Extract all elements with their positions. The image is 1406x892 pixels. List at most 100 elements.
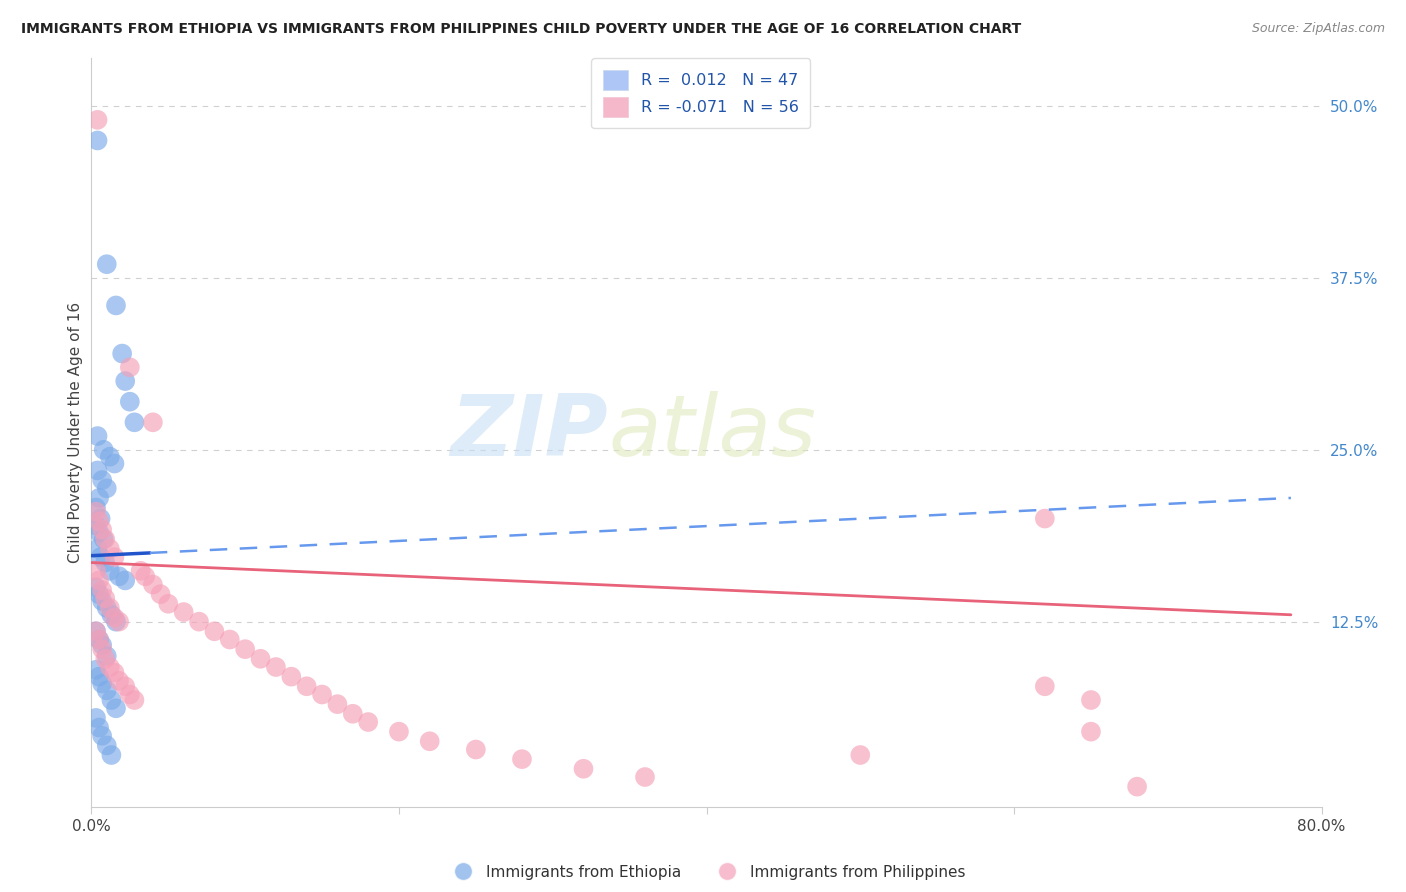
- Point: [91, 523, 114, 537]
- Point: [93, 442, 115, 457]
- Point: [103, 549, 125, 564]
- Point: [264, 660, 287, 674]
- Point: [86, 133, 108, 147]
- Point: [98, 601, 121, 615]
- Point: [94, 532, 117, 546]
- Point: [87, 670, 110, 684]
- Text: ZIP: ZIP: [450, 391, 607, 475]
- Point: [84, 518, 107, 533]
- Point: [849, 747, 872, 762]
- Y-axis label: Child Poverty Under the Age of 16: Child Poverty Under the Age of 16: [67, 302, 83, 563]
- Point: [86, 541, 108, 556]
- Point: [87, 514, 110, 528]
- Point: [280, 670, 302, 684]
- Point: [96, 257, 118, 271]
- Point: [93, 532, 115, 546]
- Point: [96, 601, 118, 615]
- Point: [87, 632, 110, 647]
- Point: [87, 587, 110, 601]
- Text: atlas: atlas: [607, 391, 815, 475]
- Text: Source: ZipAtlas.com: Source: ZipAtlas.com: [1251, 22, 1385, 36]
- Point: [1033, 511, 1056, 525]
- Point: [108, 615, 131, 629]
- Point: [108, 569, 131, 583]
- Point: [124, 415, 146, 429]
- Point: [86, 112, 108, 127]
- Point: [149, 587, 172, 601]
- Point: [87, 721, 110, 735]
- Point: [188, 615, 211, 629]
- Point: [1033, 679, 1056, 693]
- Point: [114, 679, 136, 693]
- Point: [464, 742, 486, 756]
- Point: [118, 394, 141, 409]
- Point: [124, 693, 146, 707]
- Point: [98, 564, 121, 578]
- Point: [87, 525, 110, 540]
- Point: [91, 729, 114, 743]
- Point: [105, 615, 127, 629]
- Point: [84, 500, 107, 515]
- Point: [388, 724, 411, 739]
- Point: [91, 642, 114, 657]
- Point: [91, 638, 114, 652]
- Point: [157, 597, 180, 611]
- Point: [84, 580, 107, 594]
- Point: [90, 549, 112, 564]
- Point: [94, 652, 117, 666]
- Point: [84, 564, 107, 578]
- Point: [311, 688, 333, 702]
- Point: [84, 663, 107, 677]
- Point: [103, 665, 125, 680]
- Point: [572, 762, 595, 776]
- Point: [118, 688, 141, 702]
- Point: [142, 415, 165, 429]
- Point: [84, 624, 107, 639]
- Point: [91, 582, 114, 597]
- Point: [91, 676, 114, 690]
- Point: [114, 374, 136, 388]
- Point: [100, 747, 122, 762]
- Point: [357, 714, 380, 729]
- Point: [103, 457, 125, 471]
- Point: [111, 346, 134, 360]
- Point: [118, 360, 141, 375]
- Point: [510, 752, 533, 766]
- Point: [96, 481, 118, 495]
- Point: [98, 450, 121, 464]
- Point: [419, 734, 441, 748]
- Point: [142, 577, 165, 591]
- Point: [91, 594, 114, 608]
- Point: [87, 632, 110, 647]
- Point: [87, 574, 110, 588]
- Point: [98, 660, 121, 674]
- Point: [173, 605, 195, 619]
- Point: [105, 298, 127, 312]
- Text: IMMIGRANTS FROM ETHIOPIA VS IMMIGRANTS FROM PHILIPPINES CHILD POVERTY UNDER THE : IMMIGRANTS FROM ETHIOPIA VS IMMIGRANTS F…: [21, 22, 1021, 37]
- Point: [96, 648, 118, 663]
- Point: [94, 591, 117, 606]
- Point: [84, 505, 107, 519]
- Point: [1080, 693, 1102, 707]
- Point: [94, 556, 117, 570]
- Point: [634, 770, 657, 784]
- Point: [105, 701, 127, 715]
- Point: [100, 693, 122, 707]
- Point: [218, 632, 240, 647]
- Point: [108, 673, 131, 688]
- Point: [98, 541, 121, 556]
- Point: [96, 739, 118, 753]
- Point: [86, 429, 108, 443]
- Point: [84, 624, 107, 639]
- Point: [134, 569, 156, 583]
- Point: [295, 679, 318, 693]
- Point: [91, 473, 114, 487]
- Point: [90, 511, 112, 525]
- Point: [1126, 780, 1149, 794]
- Point: [84, 711, 107, 725]
- Point: [114, 574, 136, 588]
- Point: [249, 652, 271, 666]
- Point: [129, 564, 152, 578]
- Point: [103, 610, 125, 624]
- Point: [202, 624, 225, 639]
